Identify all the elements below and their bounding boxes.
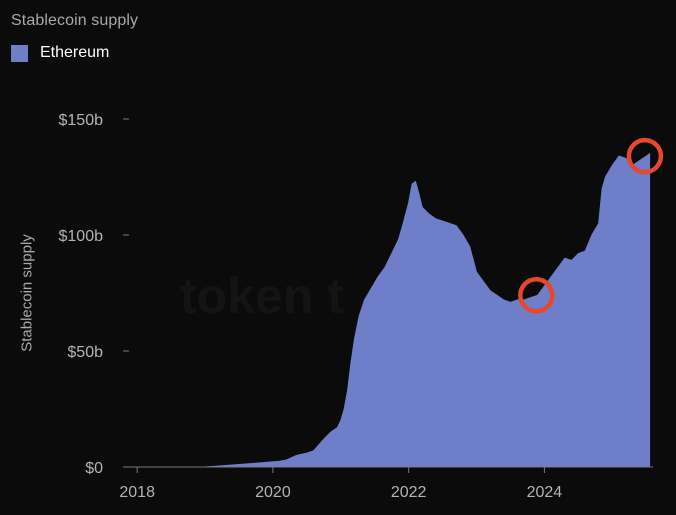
y-tick-label: $0 [85,460,103,477]
annotation-circle-1 [518,277,555,314]
x-tick-label: 2020 [255,484,291,501]
annotation-circle-2 [626,137,664,175]
legend: Ethereum [11,44,109,62]
y-tick-label: $50b [67,344,103,361]
x-tick-label: 2024 [527,484,563,501]
y-tick-label: $150b [59,112,104,129]
legend-swatch [11,44,28,62]
x-tick-label: 2018 [119,484,155,501]
watermark-text: token t [180,268,344,324]
y-tick-label: $100b [59,228,104,245]
legend-label: Ethereum [40,44,110,61]
x-tick-label: 2022 [391,484,427,501]
chart-title: Stablecoin supply [11,12,139,29]
series-ethereum-area [127,152,651,468]
